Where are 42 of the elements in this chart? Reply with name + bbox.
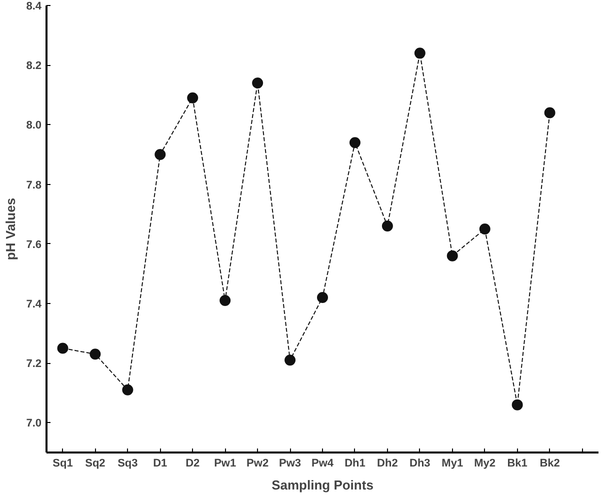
x-tick-label: Pw1	[214, 458, 236, 470]
point	[122, 384, 134, 396]
x-axis-title: Sampling Points	[272, 478, 374, 492]
x-tick-label: Pw3	[279, 458, 302, 470]
point	[187, 92, 198, 104]
point	[220, 295, 231, 306]
x-tick-label: My2	[474, 458, 496, 470]
x-tick-label: Pw4	[311, 458, 334, 470]
point	[349, 137, 360, 148]
y-tick-label: 7.6	[26, 238, 42, 251]
x-tick-label: Bk2	[540, 458, 560, 470]
x-tick-label: Sq2	[85, 458, 106, 470]
point	[414, 48, 426, 59]
x-tick-label: D1	[153, 458, 168, 470]
point	[317, 292, 328, 304]
y-tick-label: 8.0	[26, 120, 42, 132]
x-tick-label: Dh3	[410, 458, 430, 470]
point	[284, 354, 296, 366]
point	[154, 149, 166, 160]
point	[252, 77, 264, 88]
point	[446, 250, 458, 262]
x-tick-label: Pw2	[246, 458, 269, 470]
x-tick-label: My1	[442, 458, 464, 470]
point	[57, 342, 68, 354]
x-tick-label: Sq3	[118, 458, 138, 470]
y-tick-label: 7.4	[26, 298, 42, 310]
x-tick-label: Dh2	[377, 458, 398, 470]
y-tick-label: 7.0	[26, 418, 42, 430]
y-axis-title: pH Values	[3, 198, 18, 260]
y-tick-label: 8.4	[26, 0, 42, 12]
x-tick-label: D2	[186, 458, 200, 470]
y-tick-label: 8.2	[26, 60, 42, 72]
y-tick-label: 7.8	[26, 179, 42, 192]
x-tick-label: Bk1	[507, 458, 528, 470]
x-tick-label: Dh1	[344, 458, 366, 470]
point	[544, 107, 556, 118]
y-tick-label: 7.2	[26, 358, 42, 370]
point	[90, 348, 101, 360]
x-tick-label: Sq1	[52, 458, 73, 470]
point	[479, 224, 490, 234]
point	[382, 220, 393, 232]
point	[512, 399, 523, 410]
